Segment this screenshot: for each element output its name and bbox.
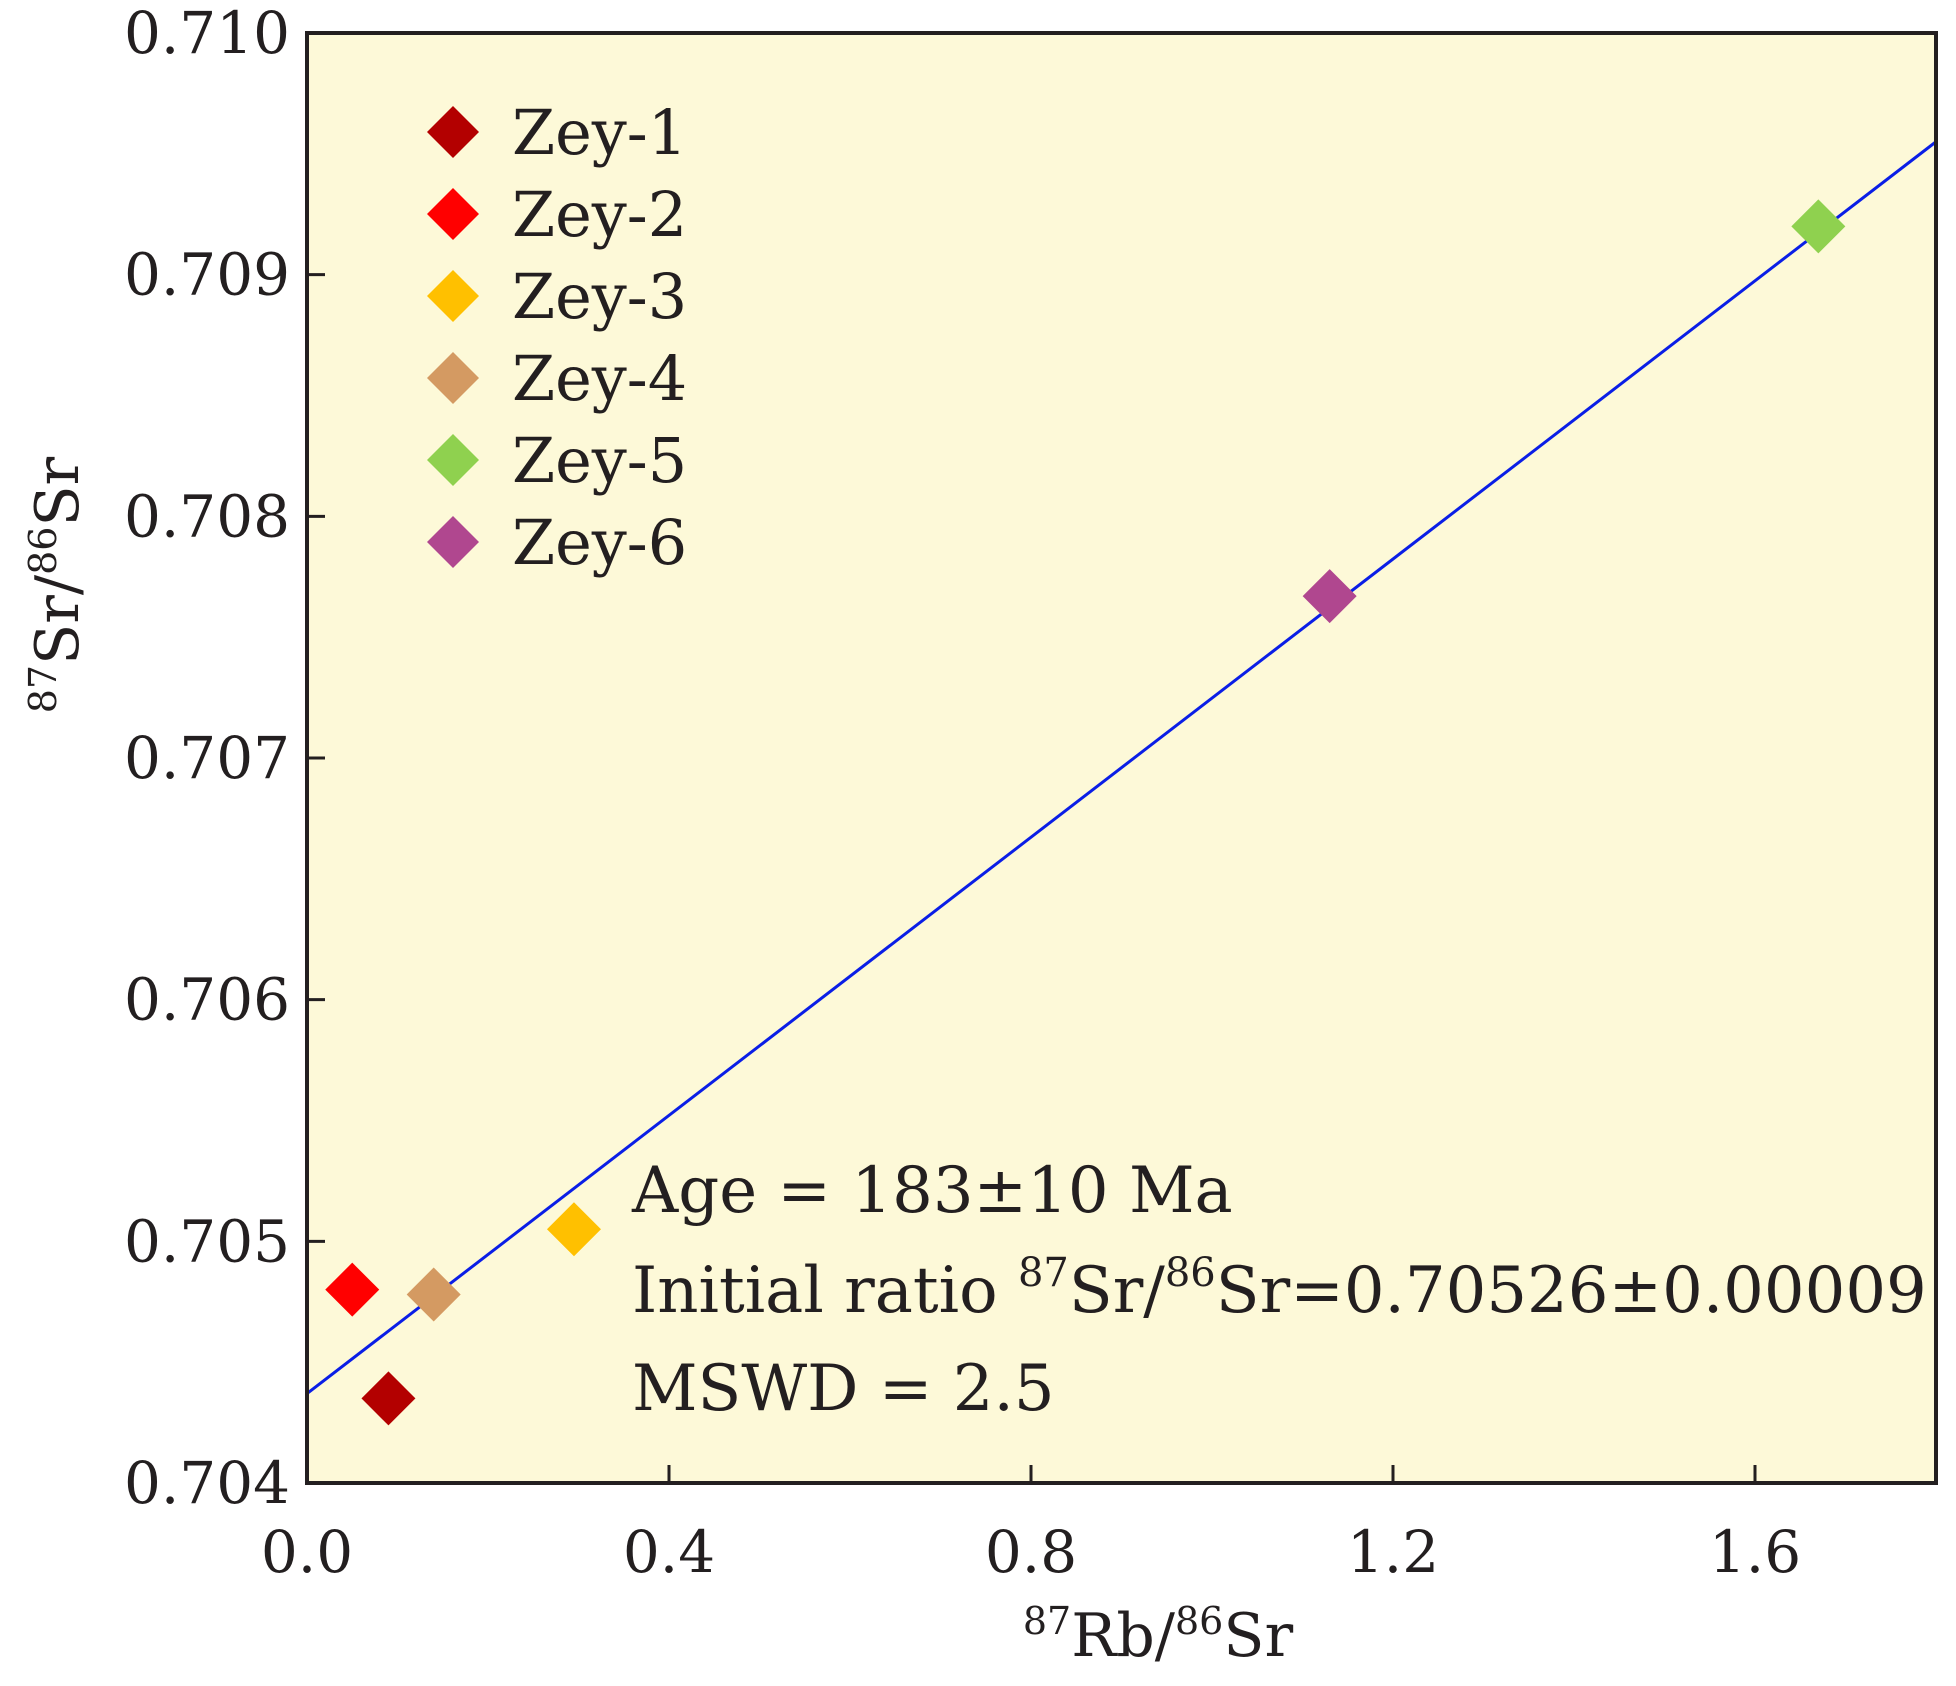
- x-tick-label: 1.6: [1709, 1518, 1801, 1586]
- legend-label-zey-1: Zey-1: [512, 96, 687, 169]
- mswd-annotation: MSWD = 2.5: [632, 1352, 1055, 1426]
- x-tick-label: 0.0: [261, 1518, 353, 1586]
- data-point-zey-5: [1791, 199, 1846, 254]
- x-tick-label: 0.8: [985, 1518, 1077, 1586]
- y-tick-label: 0.708: [124, 482, 290, 550]
- data-point-zey-3: [546, 1202, 601, 1257]
- legend-label-zey-6: Zey-6: [512, 506, 687, 579]
- y-tick-label: 0.710: [124, 0, 290, 67]
- y-tick-label: 0.707: [124, 724, 290, 792]
- data-point-zey-2: [325, 1262, 380, 1317]
- legend-label-zey-5: Zey-5: [512, 424, 687, 497]
- legend-marker-zey-5: [427, 434, 479, 486]
- legend: Zey-1 Zey-2 Zey-3 Zey-4 Zey-5 Zey-6: [427, 96, 687, 579]
- y-tick-label: 0.709: [124, 241, 290, 309]
- x-tick-label: 1.2: [1347, 1518, 1439, 1586]
- isochron-fit-line: [306, 140, 1937, 1395]
- initial-ratio-annotation: Initial ratio 87Sr/86Sr=0.70526±0.00009: [632, 1250, 1927, 1328]
- data-point-zey-4: [406, 1267, 461, 1322]
- x-axis-label: 87Rb/86Sr: [1023, 1599, 1294, 1671]
- legend-marker-zey-6: [427, 516, 479, 568]
- data-point-zey-1: [361, 1371, 416, 1426]
- legend-marker-zey-2: [427, 188, 479, 240]
- data-point-zey-6: [1302, 569, 1357, 624]
- y-tick-label: 0.704: [124, 1449, 290, 1517]
- y-tick-label: 0.706: [124, 966, 290, 1034]
- legend-label-zey-3: Zey-3: [512, 260, 687, 333]
- data-points-layer: [325, 199, 1846, 1426]
- legend-marker-zey-1: [427, 106, 479, 158]
- legend-label-zey-4: Zey-4: [512, 342, 687, 415]
- fit-line-layer: [306, 140, 1937, 1395]
- annotation-block: Age = 183±10 Ma Initial ratio 87Sr/86Sr=…: [631, 1154, 1927, 1426]
- y-axis-label: 87Sr/86Sr: [21, 456, 93, 713]
- x-tick-label: 0.4: [623, 1518, 715, 1586]
- legend-label-zey-2: Zey-2: [512, 178, 687, 251]
- y-axis: 0.704 0.705 0.706 0.707 0.708 0.709 0.710: [124, 0, 325, 1517]
- x-axis: 0.0 0.4 0.8 1.2 1.6: [261, 1465, 1801, 1586]
- y-tick-label: 0.705: [124, 1207, 290, 1275]
- legend-marker-zey-4: [427, 352, 479, 404]
- legend-marker-zey-3: [427, 270, 479, 322]
- age-annotation: Age = 183±10 Ma: [631, 1154, 1233, 1228]
